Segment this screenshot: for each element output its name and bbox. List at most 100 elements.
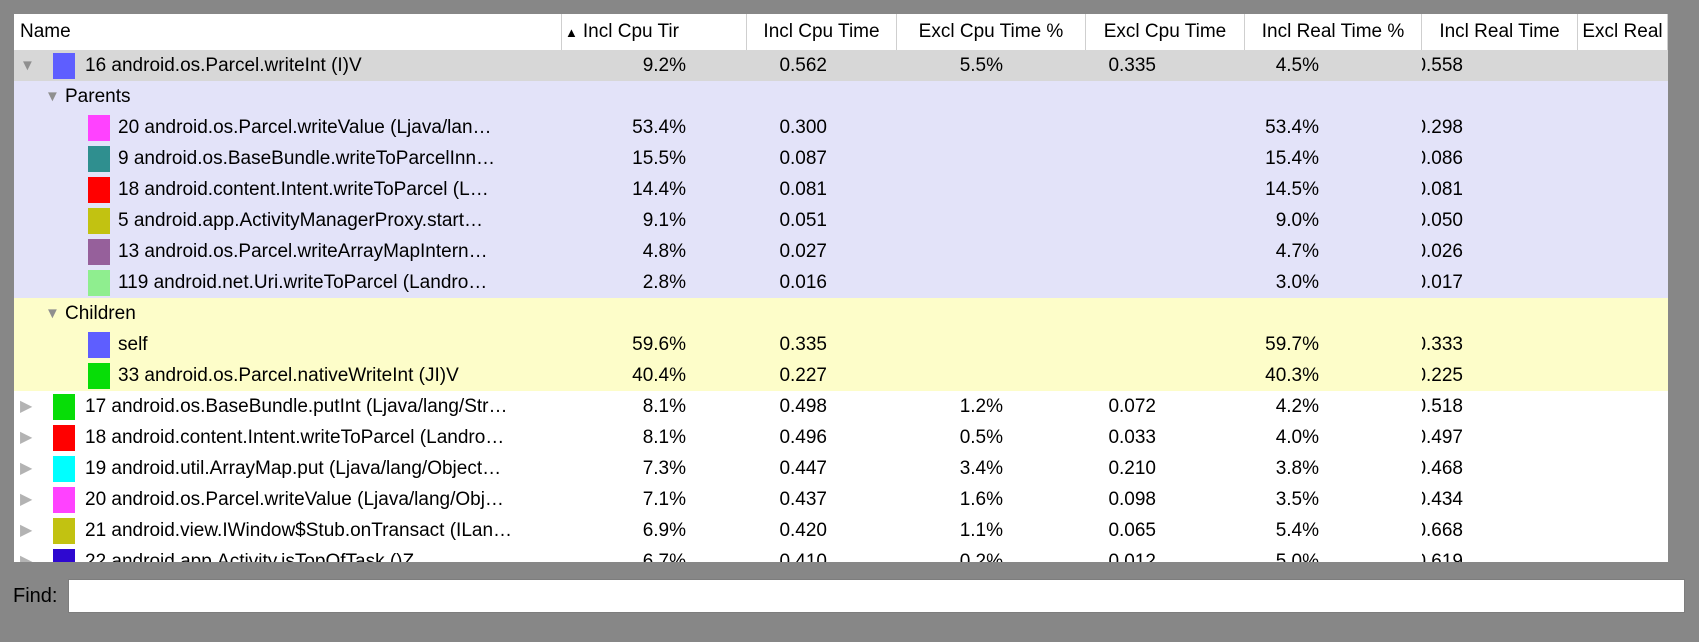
function-name-label: self <box>118 333 148 355</box>
table-row[interactable]: ▶ 19 android.util.ArrayMap.put (Ljava/lan… <box>14 453 1668 484</box>
function-name-label: 17 android.os.BaseBundle.putInt (Ljava/l… <box>85 395 508 417</box>
table-row[interactable]: 33 android.os.Parcel.nativeWriteInt (JI)… <box>14 360 1668 391</box>
collapse-arrow-icon[interactable]: ▼ <box>45 88 60 105</box>
table-row[interactable]: 18 android.content.Intent.writeToParcel … <box>14 174 1668 205</box>
section-row-children[interactable]: ▼ Children <box>14 298 1668 329</box>
column-header-name[interactable]: Name <box>14 14 562 50</box>
table-row[interactable]: 13 android.os.Parcel.writeArrayMapIntern… <box>14 236 1668 267</box>
excl-real-time-cell <box>1578 267 1668 298</box>
incl-cpu-time-cell: 0.437 <box>779 488 827 510</box>
excl-real-time-cell <box>1578 298 1668 329</box>
column-header-excl-cpu-time-pct[interactable]: Excl Cpu Time % <box>897 14 1086 50</box>
sort-ascending-icon: ▲ <box>565 24 578 40</box>
incl-cpu-time-cell: 0.081 <box>779 178 827 200</box>
excl-cpu-time-cell <box>1086 360 1245 391</box>
incl-cpu-time-cell: 0.410 <box>779 550 827 563</box>
excl-cpu-time-cell <box>1086 174 1245 205</box>
excl-cpu-time-pct-cell: 1.2% <box>959 395 1003 417</box>
excl-cpu-time-cell <box>1086 112 1245 143</box>
column-header-excl-real-time[interactable]: Excl Real <box>1578 14 1668 50</box>
column-header-excl-cpu-time[interactable]: Excl Cpu Time <box>1086 14 1245 50</box>
name-cell: self <box>14 329 562 360</box>
excl-cpu-time-pct-cell <box>897 298 1086 329</box>
incl-real-time-cell: 0.668 <box>1422 519 1463 541</box>
incl-cpu-time-pct-cell: 14.4% <box>632 178 686 200</box>
incl-real-time-pct-cell: 53.4% <box>1265 116 1319 138</box>
table-row[interactable]: 119 android.net.Uri.writeToParcel (Landr… <box>14 267 1668 298</box>
name-cell: 9 android.os.BaseBundle.writeToParcelInn… <box>14 143 562 174</box>
incl-real-time-pct-cell: 4.2% <box>1275 395 1319 417</box>
table-row[interactable]: self 59.6% 0.335 59.7% 0.333 <box>14 329 1668 360</box>
incl-real-time-cell: 0.497 <box>1422 426 1463 448</box>
table-row[interactable]: ▶ 21 android.view.IWindow$Stub.onTransact… <box>14 515 1668 546</box>
expand-arrow-icon[interactable]: ▶ <box>20 397 33 415</box>
expand-arrow-icon[interactable]: ▶ <box>20 552 33 562</box>
table-row[interactable]: 9 android.os.BaseBundle.writeToParcelInn… <box>14 143 1668 174</box>
excl-real-time-cell <box>1578 422 1668 453</box>
table-row[interactable]: ▶ 22 android.app.Activity.isTopOfTask ()Z… <box>14 546 1668 562</box>
table-row[interactable]: ▶ 17 android.os.BaseBundle.putInt (Ljava/… <box>14 391 1668 422</box>
collapse-arrow-icon[interactable]: ▼ <box>20 57 35 74</box>
incl-real-time-pct-cell: 3.8% <box>1275 457 1319 479</box>
find-bar: Find: <box>13 578 1685 614</box>
incl-real-time-pct-cell: 40.3% <box>1265 364 1319 386</box>
name-cell: 18 android.content.Intent.writeToParcel … <box>14 174 562 205</box>
excl-real-time-cell <box>1578 391 1668 422</box>
name-cell: ▶ 20 android.os.Parcel.writeValue (Ljava/… <box>14 484 562 515</box>
function-name-label: 21 android.view.IWindow$Stub.onTransact … <box>85 519 513 541</box>
excl-cpu-time-pct-cell <box>897 236 1086 267</box>
incl-cpu-time-cell: 0.027 <box>779 240 827 262</box>
function-color-marker <box>88 269 110 296</box>
name-cell: 20 android.os.Parcel.writeValue (Ljava/l… <box>14 112 562 143</box>
incl-real-time-pct-cell: 5.0% <box>1275 550 1319 563</box>
incl-cpu-time-pct-cell: 59.6% <box>632 333 686 355</box>
incl-cpu-time-cell: 0.447 <box>779 457 827 479</box>
incl-real-time-pct-cell: 15.4% <box>1265 147 1319 169</box>
incl-real-time-pct-cell <box>1245 298 1422 329</box>
table-row[interactable]: ▼ 16 android.os.Parcel.writeInt (I)V 9.2% 0… <box>14 50 1668 81</box>
excl-cpu-time-pct-cell <box>897 360 1086 391</box>
function-name-label: 16 android.os.Parcel.writeInt (I)V <box>85 54 362 76</box>
excl-cpu-time-pct-cell: 0.5% <box>959 426 1003 448</box>
section-row-parents[interactable]: ▼ Parents <box>14 81 1668 112</box>
incl-cpu-time-pct-cell: 7.1% <box>642 488 686 510</box>
function-name-label: 20 android.os.Parcel.writeValue (Ljava/l… <box>85 488 504 510</box>
incl-cpu-time-cell: 0.087 <box>779 147 827 169</box>
incl-real-time-cell: 0.086 <box>1422 147 1463 169</box>
expand-arrow-icon[interactable]: ▶ <box>20 490 33 508</box>
incl-real-time-cell: 0.225 <box>1422 364 1463 386</box>
excl-cpu-time-pct-cell <box>897 143 1086 174</box>
incl-cpu-time-cell: 0.016 <box>779 271 827 293</box>
expand-arrow-icon[interactable]: ▶ <box>20 459 33 477</box>
incl-real-time-cell <box>1422 81 1578 112</box>
function-name-label: 20 android.os.Parcel.writeValue (Ljava/l… <box>118 116 492 138</box>
expand-arrow-icon[interactable]: ▶ <box>20 428 33 446</box>
column-header-incl-cpu-time-pct[interactable]: ▲ Incl Cpu Tir <box>562 14 747 50</box>
profiler-table-panel: Name ▲ Incl Cpu Tir Incl Cpu Time Excl C… <box>14 14 1668 562</box>
incl-cpu-time-cell <box>747 81 897 112</box>
incl-real-time-cell: 0.558 <box>1422 54 1463 76</box>
table-row[interactable]: 5 android.app.ActivityManagerProxy.start… <box>14 205 1668 236</box>
incl-cpu-time-pct-cell: 2.8% <box>642 271 686 293</box>
collapse-arrow-icon[interactable]: ▼ <box>45 305 60 322</box>
column-header-incl-real-time[interactable]: Incl Real Time <box>1422 14 1578 50</box>
incl-cpu-time-pct-cell: 9.2% <box>642 54 686 76</box>
incl-cpu-time-cell: 0.420 <box>779 519 827 541</box>
expand-arrow-icon[interactable]: ▶ <box>20 521 33 539</box>
column-header-incl-real-time-pct[interactable]: Incl Real Time % <box>1245 14 1422 50</box>
excl-real-time-cell <box>1578 329 1668 360</box>
column-header-incl-cpu-time[interactable]: Incl Cpu Time <box>747 14 897 50</box>
name-cell: ▼ 16 android.os.Parcel.writeInt (I)V <box>14 50 562 81</box>
excl-cpu-time-cell <box>1086 329 1245 360</box>
name-cell: 119 android.net.Uri.writeToParcel (Landr… <box>14 267 562 298</box>
incl-cpu-time-pct-cell: 6.9% <box>642 519 686 541</box>
function-name-label: 18 android.content.Intent.writeToParcel … <box>118 178 489 200</box>
find-input[interactable] <box>68 579 1685 613</box>
table-row[interactable]: 20 android.os.Parcel.writeValue (Ljava/l… <box>14 112 1668 143</box>
table-row[interactable]: ▶ 20 android.os.Parcel.writeValue (Ljava/… <box>14 484 1668 515</box>
table-row[interactable]: ▶ 18 android.content.Intent.writeToParcel… <box>14 422 1668 453</box>
excl-real-time-cell <box>1578 143 1668 174</box>
incl-real-time-pct-cell: 14.5% <box>1265 178 1319 200</box>
function-color-marker <box>88 362 110 389</box>
function-name-label: 19 android.util.ArrayMap.put (Ljava/lang… <box>85 457 502 479</box>
